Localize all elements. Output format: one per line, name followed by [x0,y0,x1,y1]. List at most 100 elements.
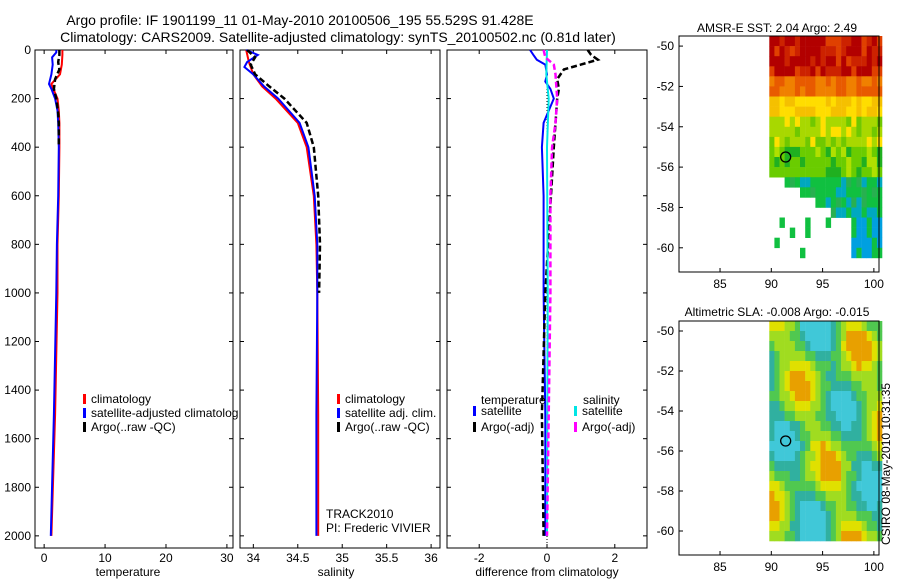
sla_map-grid-cell [856,491,862,502]
sst_map-grid-cell [774,76,780,87]
sst_map-grid-cell [779,136,785,148]
sst_map-grid-cell [820,66,826,77]
sst_map-grid-cell [769,36,775,47]
sst_map-grid-cell [830,46,837,57]
sla_map-grid-cell [846,411,852,422]
sst_map-grid-cell [871,197,878,208]
sst_map-grid-cell [805,106,811,117]
sst_map-grid-cell [800,116,806,128]
sla_map-grid-cell [800,361,806,372]
sla_map-grid-cell [871,481,878,492]
sla_map-grid-cell [835,321,842,332]
temperature-legend-label: Argo(..raw -QC) [91,420,176,434]
sla_map-grid-cell [810,521,816,532]
sla_map-grid-cell [779,361,785,372]
sst_map-grid-cell [871,126,878,138]
sst_map-grid-cell [820,177,826,188]
sla_map-grid-cell [846,531,852,542]
sst_map-grid-cell [876,237,883,249]
sla_map-grid-cell [856,461,862,472]
sst_map-grid-cell [800,177,806,188]
temperature-xtick-label: 20 [159,551,173,565]
sla_map-grid-cell [805,351,811,362]
sst_map-grid-cell [789,146,796,158]
salinity-legend-swatch [337,422,340,432]
sla_map-grid-cell [841,381,847,392]
sla_map-grid-cell [789,361,796,372]
sst_map-grid-cell [825,96,832,107]
sst_map-grid-cell [841,116,847,128]
sla_map-grid-cell [841,471,847,482]
sst_map-grid-cell [784,86,790,97]
sla_map-grid-cell [815,361,821,372]
sla_map-grid-cell [835,491,842,502]
sla_map-grid-cell [810,481,816,492]
sst_map-grid-cell [856,56,862,67]
sla_map-grid-cell [841,331,847,342]
sla_map-grid-cell [820,481,826,492]
sla_map-grid-cell [810,531,816,542]
sla_map-grid-cell [800,431,806,442]
sst_map-grid-cell [861,187,867,198]
sla_map-ytick-label: -56 [657,444,675,458]
sst_map-grid-cell [820,157,826,168]
sla_map-grid-cell [779,511,785,522]
sst_map-grid-cell [841,36,847,47]
sla_map-grid-cell [825,381,832,392]
sla_map-grid-cell [861,341,867,352]
sst_map-grid-cell [810,36,816,47]
sst_map-grid-cell [769,76,775,87]
sst_map-grid-cell [841,207,847,218]
sst_map-grid-cell [876,146,883,158]
sla_map-grid-cell [835,331,842,342]
difference-series-salinity-satellite [545,49,550,536]
sst_map-grid-cell [846,66,852,77]
sla_map-grid-cell [825,491,832,502]
sla_map-grid-cell [866,431,873,442]
sla_map-grid-cell [810,381,816,392]
sst_map-grid-cell [846,197,852,208]
sla_map-grid-cell [861,391,867,402]
sla_map-grid-cell [846,491,852,502]
sla_map-grid-cell [825,461,832,472]
sst_map-grid-cell [769,86,775,97]
depth-tick-label: 0 [24,43,31,57]
sla_map-grid-cell [846,421,852,432]
sst_map-grid-cell [866,207,873,218]
sla_map-grid-cell [805,341,811,352]
sla_map-grid-cell [835,521,842,532]
sst_map-grid-cell [784,126,790,138]
sst_map-grid-cell [856,227,862,238]
sla_map-grid-cell [805,401,811,412]
sla_map-grid-cell [820,341,826,352]
sla_map-grid-cell [861,411,867,422]
temperature-xtick-label: 10 [98,551,112,565]
sst_map-grid-cell [774,157,780,168]
sla_map-grid-cell [835,351,842,362]
sla_map-grid-cell [841,491,847,502]
sla_map-grid-cell [774,501,780,512]
sst_map-grid-cell [805,136,811,148]
sla_map-grid-cell [825,531,832,542]
sst_map-grid-cell [856,177,862,188]
sst_map-grid-cell [851,126,857,138]
sla_map-grid-cell [774,421,780,432]
sla_map-grid-cell [820,331,826,342]
sla_map-grid-cell [841,421,847,432]
sst_map-grid-cell [830,96,837,107]
salinity-legend-label: climatology [345,392,405,406]
sst_map-grid-cell [810,116,816,128]
sla_map-grid-cell [856,351,862,362]
difference-xtick-label: -2 [474,551,485,565]
sst_map-grid-cell [800,126,806,138]
sst_map-grid-cell [835,197,842,208]
sst_map-grid-cell [876,116,883,128]
sla_map-grid-cell [876,521,883,532]
depth-tick-label: 1000 [4,286,31,300]
salinity-xtick-label: 36 [424,551,438,565]
sla_map-grid-cell [871,451,878,462]
sst_map-grid-cell [851,136,857,148]
sla_map-grid-cell [856,471,862,482]
sst_map-grid-cell [779,66,785,77]
sst_map-grid-cell [846,187,852,198]
